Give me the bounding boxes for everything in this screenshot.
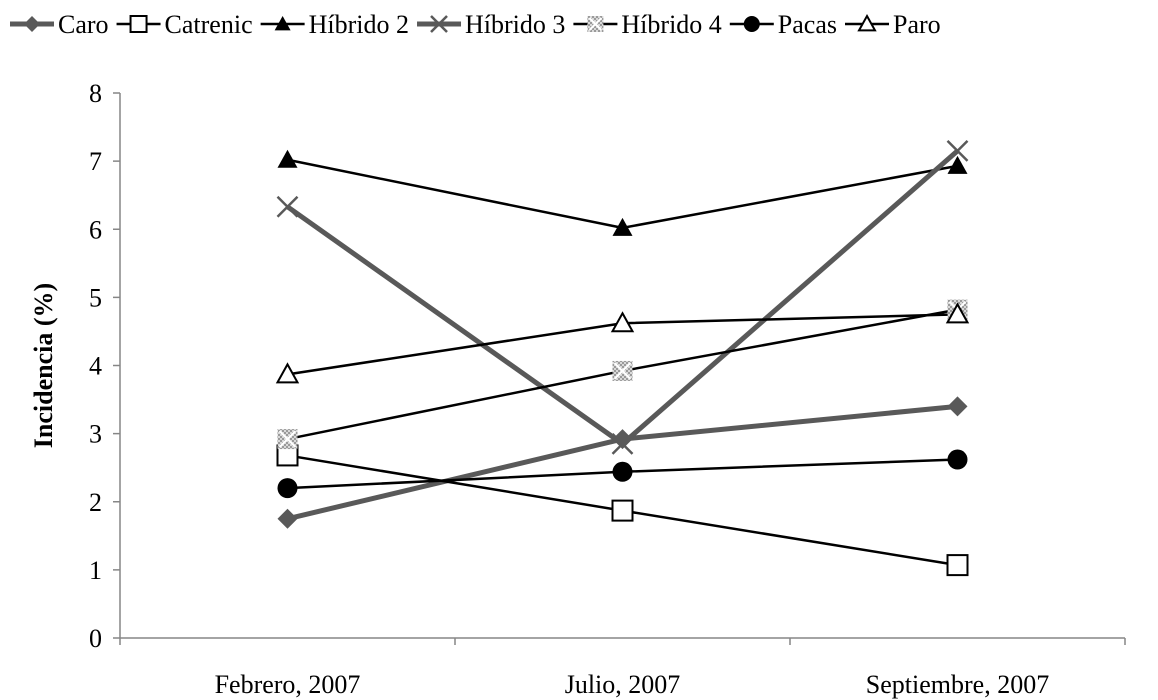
legend: Caro Catrenic Híbrido 2 Híbrido 3 Híbrido 4 P… [10, 10, 941, 39]
y-tick-label: 7 [89, 147, 102, 176]
legend-marker [857, 13, 877, 32]
legend-marker [743, 16, 760, 32]
legend-label: Pacas [778, 10, 837, 39]
legend-marker [587, 16, 604, 32]
point-caro [277, 508, 298, 529]
point-hibrido-2 [612, 217, 633, 236]
point-hibrido-4 [612, 360, 633, 381]
legend-item-paro: Paro [845, 10, 941, 39]
legend-label: Híbrido 3 [465, 10, 565, 39]
point-hibrido-2 [277, 149, 298, 168]
point-hibrido-4 [277, 429, 298, 450]
point-hibrido-3 [946, 140, 969, 162]
y-tick-label: 4 [89, 352, 102, 381]
legend-marker [430, 15, 448, 33]
point-paro [275, 362, 300, 384]
series-line-hibrido-2 [287, 158, 958, 230]
series-line-hibrido-3 [286, 149, 960, 447]
legend-item-catrenic: Catrenic [116, 10, 253, 39]
legend-item-caro: Caro [10, 10, 109, 39]
point-hibrido-3 [611, 432, 634, 455]
point-paro [610, 311, 635, 333]
legend-item-hibrido-3: Híbrido 3 [417, 10, 565, 39]
y-axis-label: Incidencia (%) [29, 283, 58, 448]
point-paro [945, 302, 970, 324]
point-pacas [612, 461, 633, 482]
legend-item-hibrido-4: Híbrido 4 [573, 10, 722, 39]
x-tick-label: Julio, 2007 [565, 670, 681, 699]
legend-label: Caro [58, 10, 109, 39]
x-tick-label: Febrero, 2007 [215, 670, 361, 699]
y-tick-label: 1 [89, 556, 102, 585]
point-hibrido-3 [276, 195, 299, 218]
series-markers [275, 140, 970, 577]
point-catrenic [946, 554, 969, 577]
legend-item-pacas: Pacas [729, 10, 837, 39]
y-tick-label: 5 [89, 283, 102, 312]
point-catrenic [611, 499, 634, 522]
x-tick-label: Septiembre, 2007 [866, 670, 1049, 699]
legend-item-hibrido-2: Híbrido 2 [260, 10, 409, 39]
y-tick-label: 3 [89, 420, 102, 449]
legend-label: Híbrido 2 [309, 10, 409, 39]
y-tick-label: 8 [89, 79, 102, 108]
y-tick-label: 0 [89, 624, 102, 653]
point-pacas [277, 478, 298, 499]
y-tick-label: 2 [89, 488, 102, 517]
y-tick-label: 6 [89, 215, 102, 244]
legend-marker [129, 15, 148, 33]
legend-label: Paro [893, 10, 941, 39]
point-caro [612, 429, 633, 450]
point-caro [947, 396, 968, 417]
point-hibrido-2 [947, 155, 968, 174]
legend-label: Catrenic [165, 10, 253, 39]
legend-marker [24, 16, 40, 32]
point-pacas [947, 449, 968, 470]
legend-label: Híbrido 4 [621, 10, 721, 39]
legend-marker [274, 16, 291, 31]
